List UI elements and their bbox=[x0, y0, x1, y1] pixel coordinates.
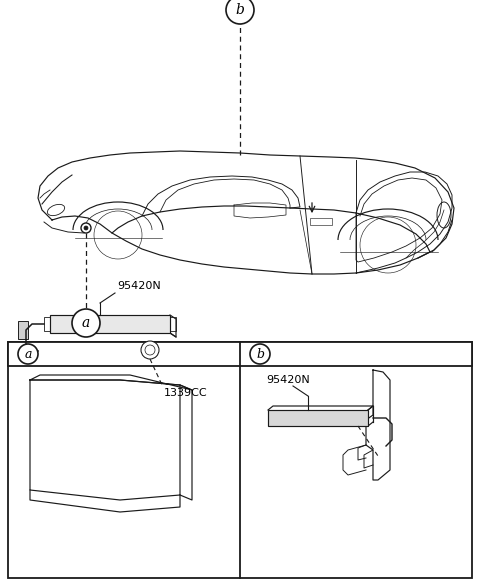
Text: a: a bbox=[82, 316, 90, 330]
Bar bbox=[8, 342, 472, 366]
Bar bbox=[45, 480, 65, 492]
Text: 95420N: 95420N bbox=[266, 375, 310, 385]
Circle shape bbox=[18, 344, 38, 364]
Bar bbox=[44, 317, 52, 331]
Circle shape bbox=[84, 226, 88, 230]
Text: b: b bbox=[236, 3, 244, 17]
Bar bbox=[18, 321, 28, 339]
Bar bbox=[168, 317, 176, 331]
Bar bbox=[382, 446, 396, 458]
Circle shape bbox=[250, 344, 270, 364]
Circle shape bbox=[72, 309, 100, 337]
Text: b: b bbox=[256, 347, 264, 360]
Text: a: a bbox=[24, 347, 32, 360]
Bar bbox=[364, 411, 372, 425]
Bar bbox=[8, 342, 472, 578]
Circle shape bbox=[141, 341, 159, 359]
Circle shape bbox=[81, 223, 91, 233]
Bar bbox=[115, 480, 133, 490]
Bar bbox=[268, 410, 368, 426]
Bar bbox=[50, 315, 170, 333]
Bar bbox=[310, 218, 332, 225]
Text: 95420N: 95420N bbox=[117, 281, 161, 291]
Circle shape bbox=[226, 0, 254, 24]
Text: 1339CC: 1339CC bbox=[164, 388, 208, 398]
